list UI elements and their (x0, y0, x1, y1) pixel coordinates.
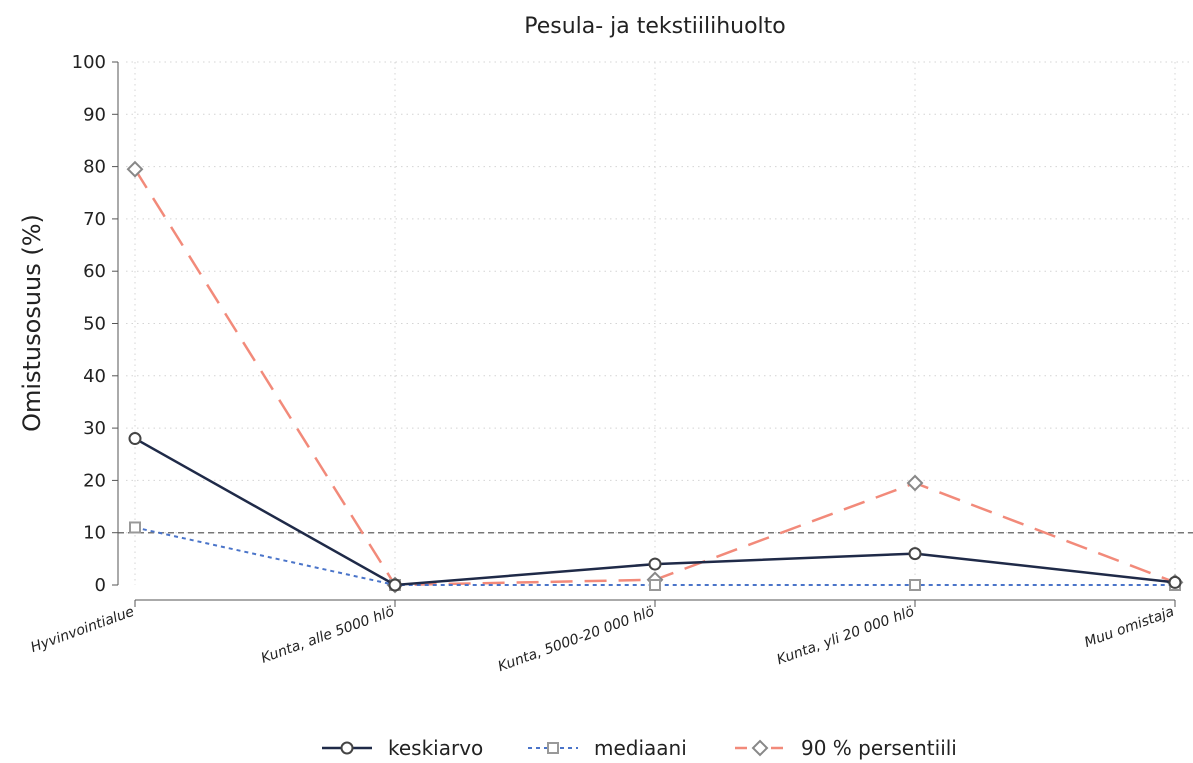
legend: keskiarvo mediaani 90 % persentiili (322, 736, 957, 760)
y-tick-label: 20 (83, 470, 106, 491)
x-tick-label: Kunta, alle 5000 hlö (259, 604, 396, 667)
legend-item: keskiarvo (322, 736, 483, 760)
y-tick-label: 30 (83, 418, 106, 439)
data-point-diamond (751, 739, 769, 757)
data-point-circle (908, 547, 922, 561)
legend-label: mediaani (594, 736, 687, 760)
y-tick-label: 40 (83, 366, 106, 387)
x-tick-label: Muu omistaja (1082, 604, 1176, 651)
series-2 (126, 160, 1184, 594)
y-axis-label: Omistusosuus (%) (18, 214, 46, 432)
data-point-diamond (906, 474, 924, 492)
y-tick-label: 60 (83, 261, 106, 282)
y-tick-label: 10 (83, 523, 106, 544)
y-tick-label: 90 (83, 104, 106, 125)
y-tick-label: 70 (83, 209, 106, 230)
series-line (133, 168, 1176, 587)
data-point-square (547, 742, 559, 754)
chart-title: Pesula- ja tekstiilihuolto (524, 14, 786, 39)
series-layer (126, 160, 1184, 594)
data-point-square (129, 521, 141, 534)
legend-label: keskiarvo (388, 736, 483, 760)
x-tick-label: Hyvinvointialue (29, 604, 137, 656)
data-point-diamond (126, 160, 144, 178)
x-tick-label: Kunta, yli 20 000 hlö (775, 604, 917, 669)
data-point-circle (1168, 575, 1182, 589)
y-tick-label: 50 (83, 314, 106, 335)
data-point-square (909, 579, 921, 591)
data-point-circle (648, 557, 662, 571)
series-line (134, 526, 1175, 586)
legend-item: 90 % persentiili (735, 736, 957, 760)
data-point-circle (128, 432, 142, 446)
legend-item: mediaani (528, 736, 687, 760)
data-point-circle (340, 741, 354, 755)
legend-label: 90 % persentiili (801, 736, 957, 760)
data-point-circle (388, 578, 402, 592)
grid (118, 61, 1193, 585)
y-tick-label: 100 (72, 52, 106, 73)
y-tick-label: 0 (95, 575, 106, 596)
data-point-square (649, 579, 661, 591)
x-tick-label: Kunta, 5000-20 000 hlö (496, 604, 656, 675)
y-tick-label: 80 (83, 157, 106, 178)
series-0 (128, 432, 1182, 592)
